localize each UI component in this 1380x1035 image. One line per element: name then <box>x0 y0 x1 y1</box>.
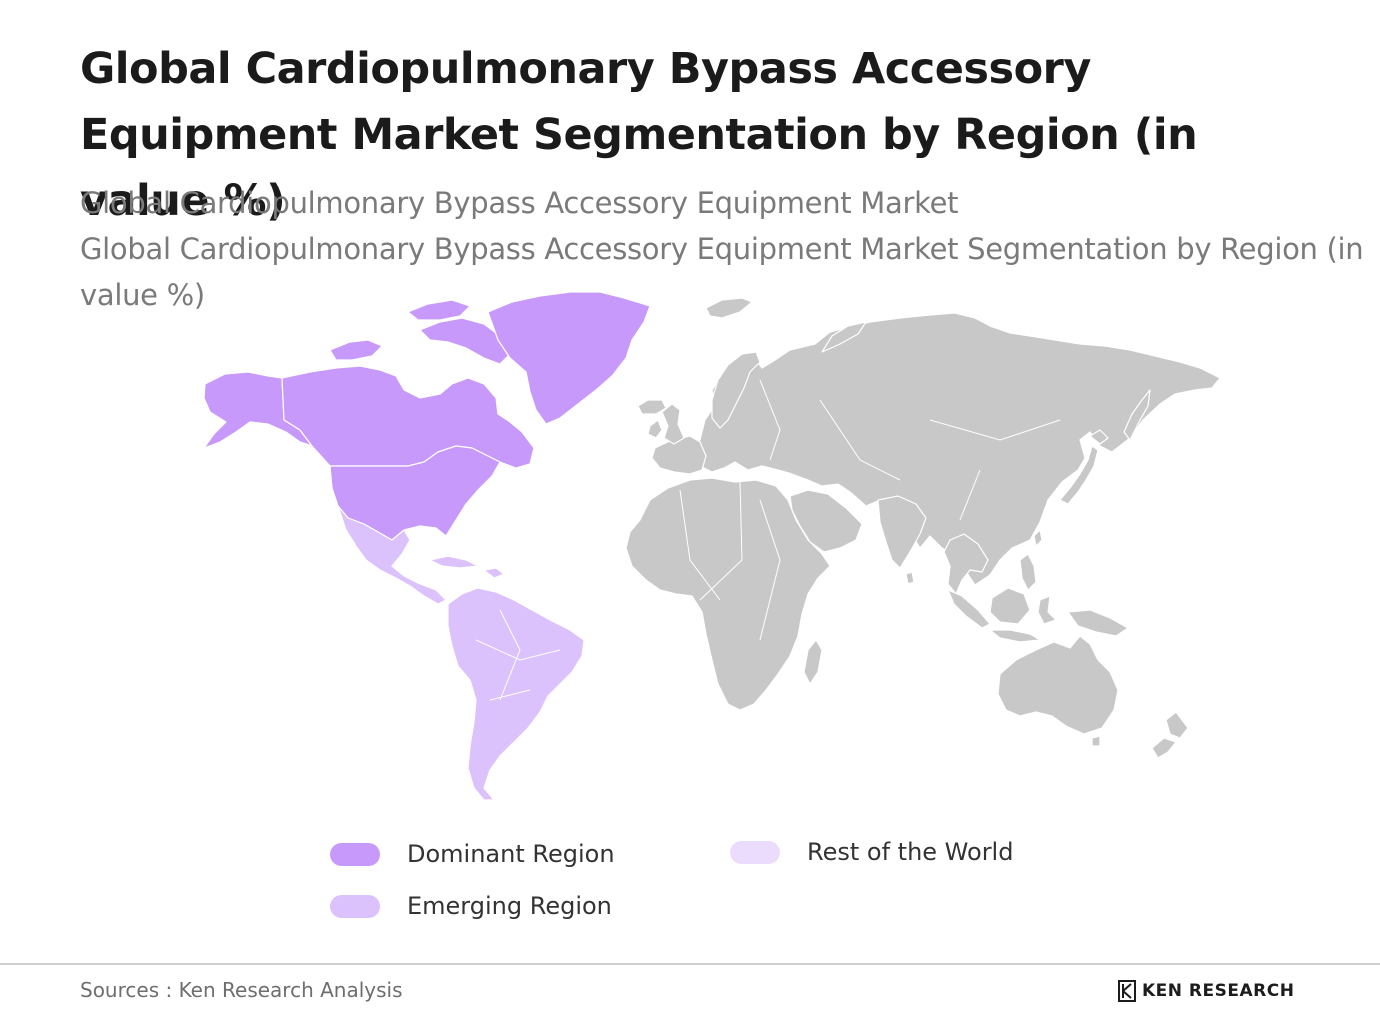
page-subtitle: Global Cardiopulmonary Bypass Accessory … <box>80 180 1370 318</box>
subtitle-line-2: Global Cardiopulmonary Bypass Accessory … <box>80 232 1364 312</box>
sumatra-region <box>947 589 991 629</box>
novaya-zemlya-region <box>821 321 867 353</box>
greenland-region <box>487 291 651 425</box>
rest-of-world <box>625 297 1221 759</box>
footer-divider <box>0 963 1380 965</box>
cuba-region <box>429 555 479 569</box>
arctic-islands-region <box>329 339 383 361</box>
ken-logo-icon <box>1118 980 1136 1002</box>
border-line <box>819 399 901 481</box>
baffin-region <box>419 317 513 365</box>
border-line <box>759 379 781 461</box>
legend-item-emerging: Emerging Region <box>330 892 612 920</box>
legend-swatch-dominant <box>330 842 380 866</box>
legend-item-dominant: Dominant Region <box>330 840 615 868</box>
uk-ireland-region <box>661 403 685 445</box>
svalbard-region <box>705 297 753 319</box>
sri-lanka-region <box>905 571 915 585</box>
taiwan-region <box>1033 529 1043 547</box>
new-guinea-region <box>1067 609 1129 637</box>
border-lines <box>475 379 1061 701</box>
ireland-region <box>647 419 663 439</box>
legend-label-emerging: Emerging Region <box>407 892 612 920</box>
scandinavia-region <box>711 351 761 429</box>
source-text: Sources : Ken Research Analysis <box>80 978 403 1002</box>
legend-swatch-emerging <box>330 894 380 918</box>
alaska-region <box>203 371 313 449</box>
hispaniola-region <box>483 567 505 579</box>
legend-swatch-rest <box>730 840 780 864</box>
logo-text: KEN RESEARCH <box>1142 981 1295 1001</box>
philippines-region <box>1019 553 1037 591</box>
kamchatka-region <box>1123 389 1151 441</box>
sulawesi-region <box>1037 595 1057 625</box>
legend-item-rest: Rest of the World <box>730 838 1013 866</box>
tasmania-region <box>1091 735 1101 747</box>
java-region <box>989 629 1041 643</box>
legend-label-dominant: Dominant Region <box>407 840 615 868</box>
border-line <box>489 689 531 701</box>
western-europe-region <box>651 435 707 475</box>
subtitle-line-1: Global Cardiopulmonary Bypass Accessory … <box>80 186 959 220</box>
border-line <box>475 639 561 661</box>
border-line <box>959 469 981 521</box>
border-line <box>699 481 743 601</box>
india-region <box>877 495 927 569</box>
japan-region <box>1059 445 1099 505</box>
page-title: Global Cardiopulmonary Bypass Accessory … <box>80 44 1198 226</box>
new-zealand-north-region <box>1165 711 1189 739</box>
canada-region <box>281 365 535 469</box>
border-line <box>929 419 1061 441</box>
border-line <box>679 489 721 601</box>
border-line <box>759 499 781 641</box>
iceland-region <box>637 399 667 415</box>
border-line <box>499 609 521 701</box>
ken-research-logo: KEN RESEARCH <box>1118 980 1294 1002</box>
southeast-asia-region <box>943 533 989 595</box>
ellesmere-region <box>407 299 471 321</box>
borneo-region <box>989 587 1031 625</box>
hokkaido-region <box>1089 429 1109 445</box>
new-zealand-south-region <box>1151 737 1177 759</box>
australia-region <box>997 635 1119 735</box>
mexico-region <box>337 505 447 605</box>
dominant-region <box>203 291 651 541</box>
legend-label-rest: Rest of the World <box>807 838 1014 866</box>
arabia-region <box>789 489 863 553</box>
madagascar-region <box>803 639 823 685</box>
africa-region <box>625 477 831 711</box>
